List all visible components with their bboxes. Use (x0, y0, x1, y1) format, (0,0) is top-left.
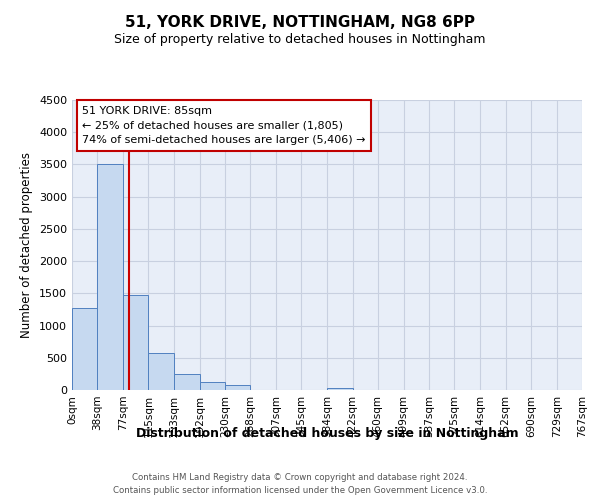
Bar (328, 388, 353, 390)
Text: Contains HM Land Registry data © Crown copyright and database right 2024.
Contai: Contains HM Land Registry data © Crown c… (113, 474, 487, 495)
Bar (174, 374, 200, 390)
Bar (148, 352, 174, 390)
Bar (72, 308, 97, 390)
Text: 51, YORK DRIVE, NOTTINGHAM, NG8 6PP: 51, YORK DRIVE, NOTTINGHAM, NG8 6PP (125, 15, 475, 30)
Bar (123, 294, 148, 390)
Text: Size of property relative to detached houses in Nottingham: Size of property relative to detached ho… (114, 32, 486, 46)
Bar (97, 164, 123, 390)
Text: Distribution of detached houses by size in Nottingham: Distribution of detached houses by size … (136, 428, 518, 440)
Bar (225, 386, 250, 390)
Y-axis label: Number of detached properties: Number of detached properties (20, 152, 34, 338)
Text: 51 YORK DRIVE: 85sqm
← 25% of detached houses are smaller (1,805)
74% of semi-de: 51 YORK DRIVE: 85sqm ← 25% of detached h… (82, 106, 366, 146)
Bar (200, 382, 225, 390)
